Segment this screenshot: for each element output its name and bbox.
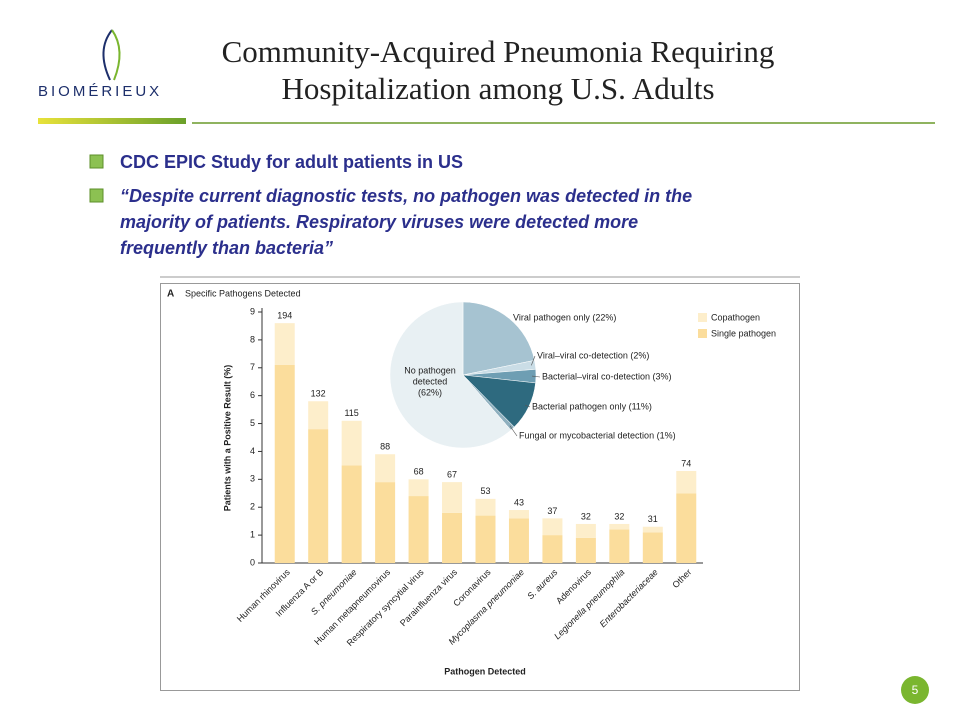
- legend-swatch: [698, 313, 707, 322]
- x-axis-title: Pathogen Detected: [444, 666, 526, 676]
- chart-title: Specific Pathogens Detected: [185, 288, 301, 298]
- page-number: 5: [912, 683, 919, 697]
- legend-label: Single pathogen: [711, 328, 776, 338]
- leader-line: [531, 375, 541, 378]
- count-label: 132: [311, 389, 326, 399]
- count-label: 32: [614, 511, 624, 521]
- x-tick-label: Parainfluenza virus: [398, 567, 460, 629]
- title-line: Hospitalization among U.S. Adults: [281, 71, 714, 106]
- y-tick-label: 5: [250, 418, 255, 428]
- y-tick-label: 6: [250, 390, 255, 400]
- bar-segment: [642, 526, 663, 533]
- bar-segment: [442, 512, 463, 563]
- bar-segment: [475, 515, 496, 563]
- leader-line: [524, 404, 531, 408]
- bar-segment: [341, 420, 362, 466]
- pie-label: No pathogen: [404, 365, 456, 375]
- bar-segment: [542, 518, 563, 536]
- count-label: 37: [547, 506, 557, 516]
- y-tick-label: 9: [250, 306, 255, 316]
- pie-label: Fungal or mycobacterial detection (1%): [519, 430, 676, 440]
- count-label: 32: [581, 511, 591, 521]
- pie-label: Viral–viral co-detection (2%): [537, 350, 649, 360]
- count-label: 68: [414, 467, 424, 477]
- bar-segment: [442, 482, 463, 513]
- page-badge: [901, 676, 929, 704]
- bullet-marker: [89, 188, 104, 203]
- bar-segment: [308, 429, 329, 563]
- pie-label: Viral pathogen only (22%): [513, 312, 616, 322]
- pie-label: Bacterial–viral co-detection (3%): [542, 371, 672, 381]
- x-tick-label: Enterobacteriaceae: [598, 567, 660, 629]
- pie-slice: [462, 301, 535, 376]
- bar-segment: [308, 401, 329, 430]
- bar-segment: [609, 529, 630, 563]
- bullet: majority of patients. Respiratory viruse…: [120, 212, 638, 232]
- y-tick-label: 3: [250, 474, 255, 484]
- count-label: 115: [344, 408, 358, 418]
- x-tick-label: Other: [670, 567, 693, 590]
- bar-segment: [375, 454, 396, 483]
- bar-segment: [508, 518, 529, 563]
- bullet: frequently than bacteria”: [120, 238, 333, 258]
- logo-text: BIOMÉRIEUX: [38, 83, 162, 100]
- bar-segment: [609, 523, 630, 530]
- x-tick-label: S. aureus: [525, 567, 560, 602]
- count-label: 194: [277, 311, 292, 321]
- bar-segment: [542, 535, 563, 563]
- title-line: Community-Acquired Pneumonia Requiring: [222, 34, 775, 69]
- chart-frame: [160, 283, 800, 691]
- pie-label: detected: [413, 376, 448, 386]
- count-label: 31: [648, 514, 658, 524]
- count-label: 53: [480, 486, 490, 496]
- bullet: CDC EPIC Study for adult patients in US: [120, 152, 463, 172]
- y-tick-label: 4: [250, 446, 255, 456]
- bar-segment: [508, 510, 529, 519]
- y-tick-label: 0: [250, 557, 255, 567]
- bar-segment: [642, 532, 663, 563]
- count-label: 74: [681, 458, 691, 468]
- y-tick-label: 2: [250, 502, 255, 512]
- logo-bar: [38, 118, 186, 124]
- logo: BIOMÉRIEUX: [38, 29, 162, 100]
- bar-segment: [274, 323, 295, 365]
- y-tick-label: 8: [250, 334, 255, 344]
- leader-line: [509, 425, 518, 437]
- bar-segment: [341, 465, 362, 563]
- count-label: 88: [380, 442, 390, 452]
- pie-label: (62%): [418, 387, 442, 397]
- pie-label: Bacterial pathogen only (11%): [532, 401, 652, 411]
- bar-segment: [375, 482, 396, 563]
- pie-slice: [389, 301, 512, 449]
- legend-swatch: [698, 329, 707, 338]
- bar-segment: [676, 493, 697, 563]
- bar-segment: [274, 364, 295, 563]
- y-axis-title: Patients with a Positive Result (%): [222, 365, 232, 512]
- bullet-marker: [89, 154, 104, 169]
- bar-segment: [475, 498, 496, 516]
- bar-segment: [575, 523, 596, 538]
- leader-line: [531, 355, 536, 366]
- count-label: 43: [514, 497, 524, 507]
- y-tick-label: 7: [250, 362, 255, 372]
- panel-label: A: [167, 289, 174, 300]
- bullet: “Despite current diagnostic tests, no pa…: [120, 186, 692, 206]
- bar-segment: [408, 479, 429, 497]
- bar-segment: [408, 496, 429, 563]
- count-label: 67: [447, 469, 457, 479]
- legend-label: Copathogen: [711, 312, 760, 322]
- bar-segment: [575, 537, 596, 563]
- bar-segment: [676, 470, 697, 494]
- y-tick-label: 1: [250, 529, 255, 539]
